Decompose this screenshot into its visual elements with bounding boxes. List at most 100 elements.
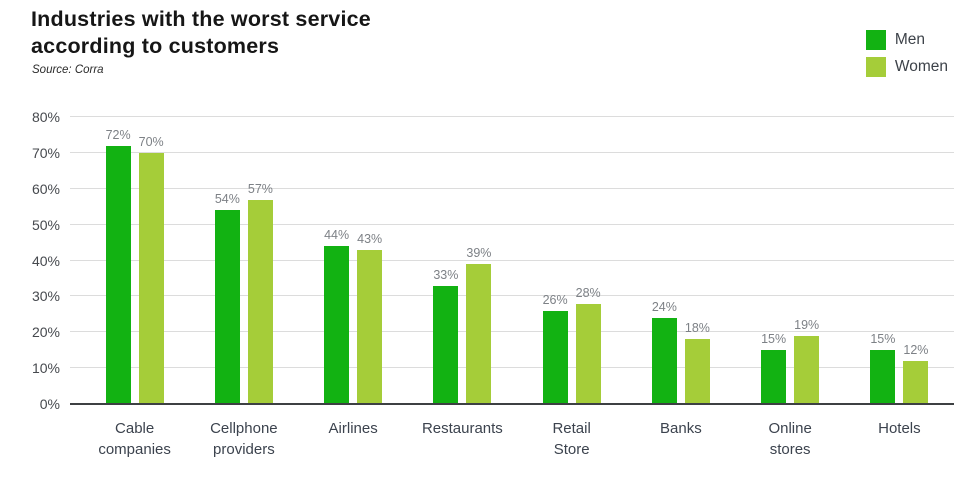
chart-title: Industries with the worst service accord… bbox=[31, 6, 371, 60]
bar-cell-men-airlines: 44% bbox=[324, 228, 349, 404]
value-label: 57% bbox=[247, 181, 273, 196]
category-label-cable-companies: Cable companies bbox=[80, 418, 189, 460]
bar-cell-men-cable-companies: 72% bbox=[106, 128, 131, 404]
bar-women-banks bbox=[684, 339, 710, 404]
bar-group-retail-store: 26% 28% bbox=[517, 286, 626, 404]
bar-cell-women-retail-store: 28% bbox=[576, 286, 601, 404]
bar-cell-men-banks: 24% bbox=[652, 300, 677, 404]
bar-group-cellphone-providers: 54% 57% bbox=[189, 182, 298, 404]
gridline-60% bbox=[70, 187, 954, 189]
category-label-line: stores bbox=[769, 441, 811, 458]
bar-cell-women-online-stores: 19% bbox=[794, 318, 819, 404]
bar-cell-women-cellphone-providers: 57% bbox=[248, 182, 273, 404]
bar-men-cable-companies bbox=[105, 145, 131, 404]
y-tick-label: 0% bbox=[39, 396, 60, 412]
y-tick-label: 30% bbox=[31, 288, 60, 305]
bar-group-restaurants: 33% 39% bbox=[408, 246, 517, 404]
y-tick-label: 40% bbox=[31, 252, 60, 269]
value-label: 15% bbox=[761, 332, 787, 347]
bar-group-airlines: 44% 43% bbox=[299, 228, 408, 404]
bar-men-hotels bbox=[870, 350, 896, 404]
legend-label: Men bbox=[894, 31, 926, 48]
category-label-online-stores: Online stores bbox=[736, 418, 845, 460]
category-label-restaurants: Restaurants bbox=[408, 418, 517, 460]
bar-men-airlines bbox=[324, 246, 350, 404]
category-label-retail-store: Retail Store bbox=[517, 418, 626, 460]
gridline-20% bbox=[70, 331, 954, 333]
y-tick-label: 70% bbox=[31, 144, 60, 161]
bar-cell-men-hotels: 15% bbox=[870, 332, 895, 404]
value-label: 19% bbox=[794, 317, 820, 332]
category-label-line: Online bbox=[768, 420, 812, 437]
value-label: 44% bbox=[324, 228, 350, 243]
category-axis-labels: Cable companies Cellphone providers Airlines… bbox=[70, 418, 954, 460]
chart-title-line2: according to customers bbox=[31, 34, 280, 58]
bar-cell-women-cable-companies: 70% bbox=[139, 135, 164, 404]
value-label: 54% bbox=[214, 192, 240, 207]
gridline-30% bbox=[70, 295, 954, 297]
bar-group-cable-companies: 72% 70% bbox=[80, 128, 189, 404]
category-label-line: Airlines bbox=[328, 420, 378, 437]
bar-women-retail-store bbox=[575, 303, 601, 404]
bar-women-restaurants bbox=[466, 264, 492, 404]
value-label: 12% bbox=[903, 342, 929, 357]
category-label-banks: Banks bbox=[626, 418, 735, 460]
category-label-line: Cellphone bbox=[210, 420, 278, 437]
bar-cell-women-restaurants: 39% bbox=[466, 246, 491, 404]
category-label-line: Store bbox=[553, 441, 590, 458]
y-tick-label: 80% bbox=[31, 109, 60, 125]
gridline-80% bbox=[70, 116, 954, 117]
bar-women-cable-companies bbox=[138, 152, 164, 404]
y-tick-label: 20% bbox=[31, 324, 60, 341]
value-label: 70% bbox=[138, 134, 164, 149]
category-label-line: Cable bbox=[115, 420, 155, 437]
legend-swatch-women bbox=[865, 57, 886, 77]
bar-cell-women-banks: 18% bbox=[685, 321, 710, 404]
value-label: 28% bbox=[575, 285, 601, 300]
bar-men-retail-store bbox=[542, 310, 568, 404]
bar-cell-women-airlines: 43% bbox=[357, 232, 382, 404]
legend: Men Women bbox=[865, 30, 948, 77]
category-label-cellphone-providers: Cellphone providers bbox=[189, 418, 298, 460]
value-label: 18% bbox=[684, 321, 710, 336]
category-label-line: Banks bbox=[660, 420, 702, 437]
category-label-line: Retail bbox=[552, 420, 591, 437]
legend-swatch-men bbox=[865, 30, 886, 50]
value-label: 24% bbox=[651, 299, 677, 314]
bar-groups: 72% 70% 54% 57% 44% 43% 33% 39% 26% 28% 24% 18% 15% 1… bbox=[70, 117, 954, 404]
category-label-hotels: Hotels bbox=[845, 418, 954, 460]
bar-women-online-stores bbox=[794, 335, 820, 404]
bar-men-banks bbox=[651, 317, 677, 404]
gridline-50% bbox=[70, 223, 954, 225]
gridline-70% bbox=[70, 151, 954, 153]
bar-group-banks: 24% 18% bbox=[626, 300, 735, 404]
bar-chart-plot-area: 0% 10% 20% 30% 40% 50% 60% 70% 80% 72% 70% 54% 57% 44… bbox=[32, 109, 954, 412]
value-label: 15% bbox=[870, 332, 896, 347]
bar-cell-men-restaurants: 33% bbox=[433, 268, 458, 404]
category-label-line: Restaurants bbox=[421, 420, 503, 437]
y-tick-label: 50% bbox=[31, 216, 60, 233]
y-tick-label: 60% bbox=[31, 180, 60, 197]
value-label: 33% bbox=[433, 267, 459, 282]
bar-women-hotels bbox=[903, 360, 929, 404]
gridline-40% bbox=[70, 259, 954, 261]
legend-label: Women bbox=[894, 58, 948, 75]
bar-men-online-stores bbox=[761, 350, 787, 404]
value-label: 72% bbox=[105, 127, 131, 142]
bar-cell-men-cellphone-providers: 54% bbox=[215, 192, 240, 404]
bar-women-cellphone-providers bbox=[247, 199, 273, 404]
bar-men-cellphone-providers bbox=[214, 210, 240, 404]
chart-title-line1: Industries with the worst service bbox=[31, 7, 371, 31]
bar-cell-men-online-stores: 15% bbox=[761, 332, 786, 404]
legend-item-women: Women bbox=[865, 57, 948, 77]
category-label-line: companies bbox=[98, 441, 171, 458]
x-axis-line bbox=[70, 403, 954, 405]
value-label: 43% bbox=[357, 231, 383, 246]
bar-men-restaurants bbox=[433, 285, 459, 404]
bar-cell-women-hotels: 12% bbox=[903, 343, 928, 404]
bar-group-online-stores: 15% 19% bbox=[736, 318, 845, 404]
category-label-line: providers bbox=[213, 441, 275, 458]
legend-item-men: Men bbox=[865, 30, 948, 50]
bar-group-hotels: 15% 12% bbox=[845, 332, 954, 404]
